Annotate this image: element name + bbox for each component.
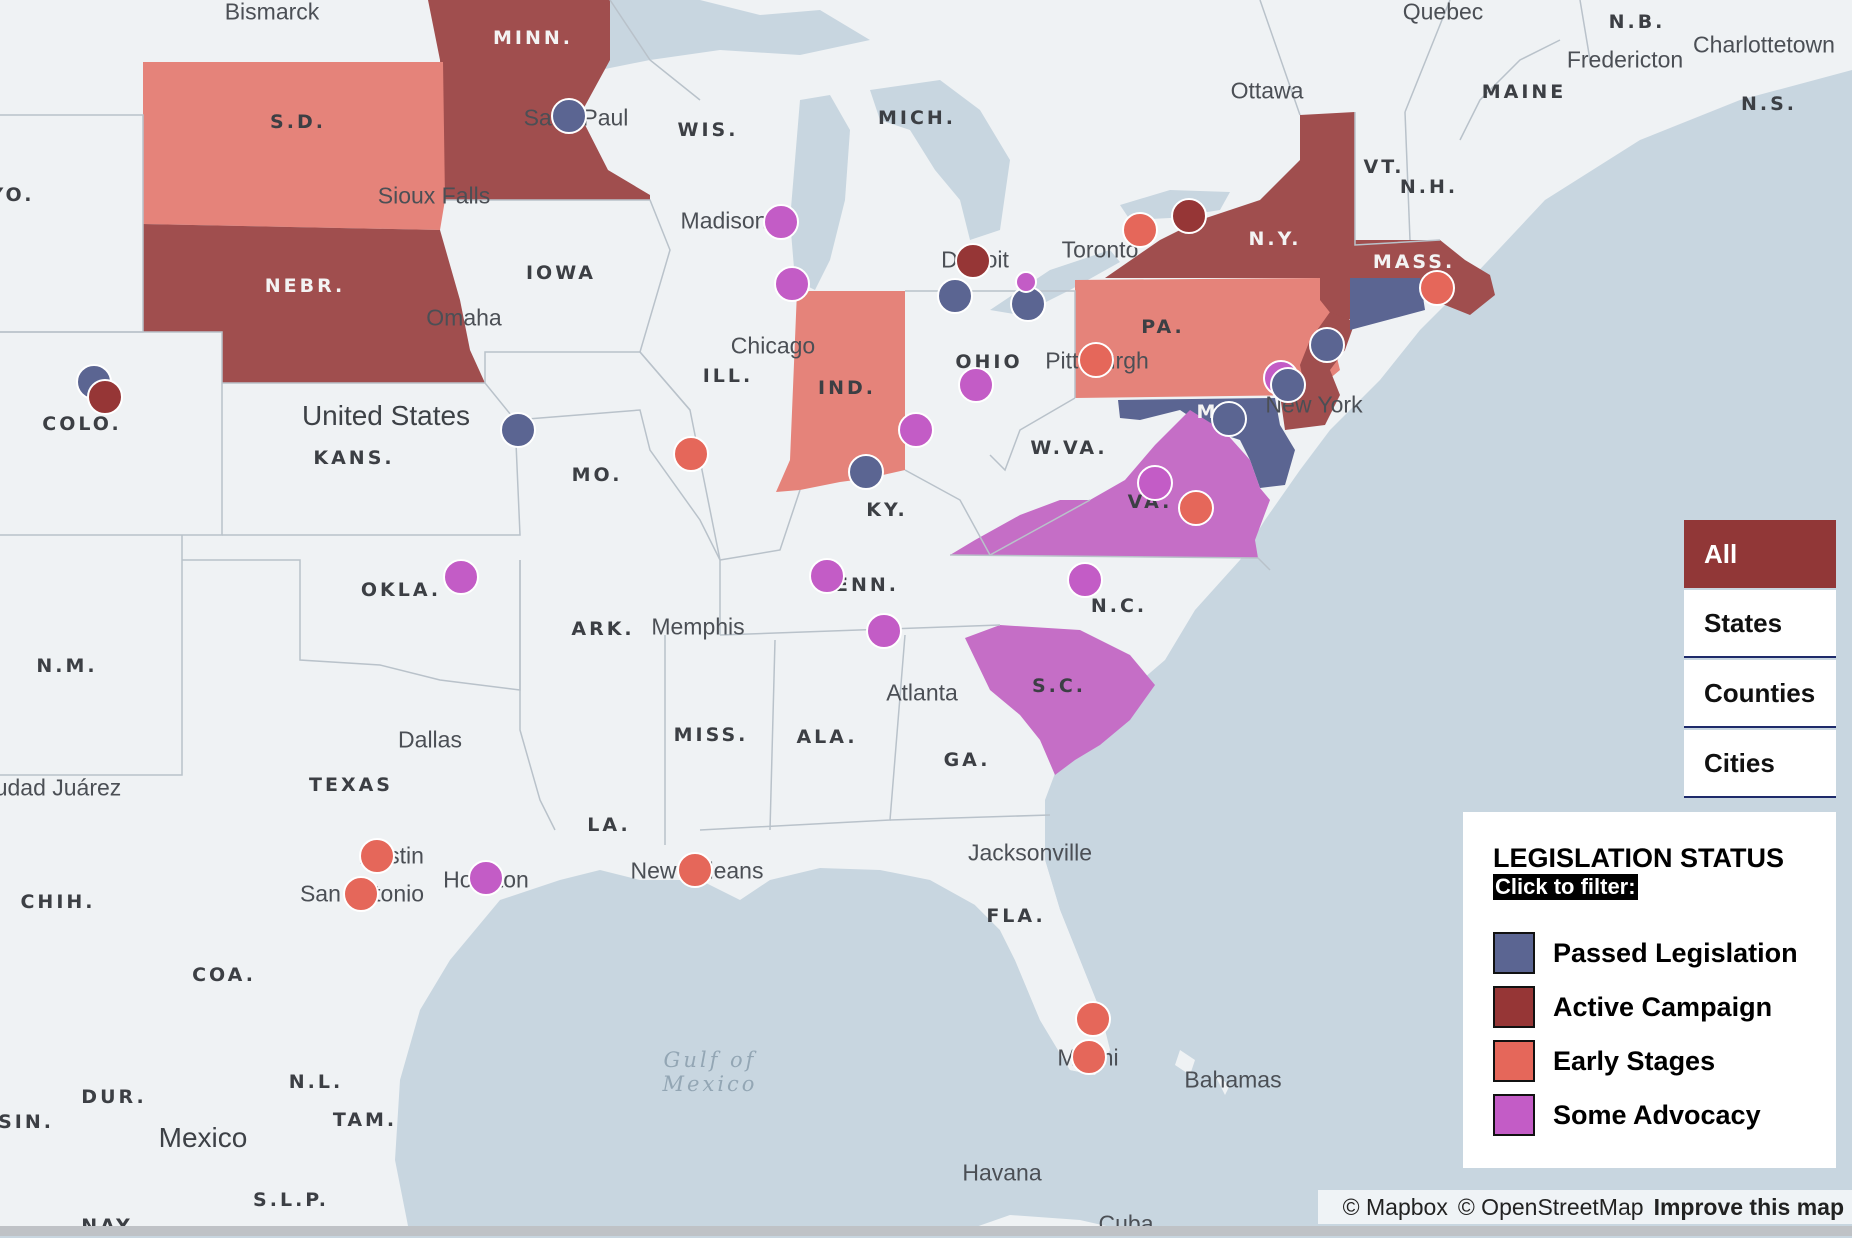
bottom-scrollbar[interactable] [0,1226,1852,1236]
marker-cincinnati[interactable] [898,412,934,448]
marker-houston[interactable] [468,860,504,896]
legend-label-early: Early Stages [1553,1045,1716,1076]
filter-button-states[interactable]: States [1684,590,1836,658]
filter-panel: All States Counties Cities [1684,520,1836,800]
marker-miami[interactable] [1071,1039,1107,1075]
legend-label-passed: Passed Legislation [1553,937,1798,968]
legend-swatch-advocacy [1493,1094,1535,1136]
legend-item-active[interactable]: Active Campaign [1493,980,1836,1034]
state-new-york [1105,112,1365,325]
marker-virginia-north[interactable] [1137,465,1173,501]
marker-saint-paul[interactable] [551,98,587,134]
lake-huron [870,80,1010,240]
marker-fort-lauderdale[interactable] [1075,1001,1111,1037]
marker-san-antonio[interactable] [343,876,379,912]
filter-button-all[interactable]: All [1684,520,1836,588]
marker-austin[interactable] [359,838,395,874]
marker-columbus[interactable] [958,367,994,403]
state-connecticut [1350,278,1425,330]
state-nebraska [143,224,485,383]
marker-st-louis[interactable] [673,436,709,472]
marker-new-orleans[interactable] [677,852,713,888]
marker-chicago-north[interactable] [774,266,810,302]
map-attribution: © Mapbox © OpenStreetMap Improve this ma… [1318,1190,1852,1224]
marker-new-york[interactable] [1270,367,1306,403]
osm-attribution-link[interactable]: © OpenStreetMap [1457,1193,1644,1220]
filter-button-counties[interactable]: Counties [1684,660,1836,728]
legend-items: Passed Legislation Active Campaign Early… [1493,926,1836,1142]
marker-denver-active[interactable] [87,379,123,415]
bahamas-islands [1175,1050,1230,1095]
marker-durham[interactable] [1067,562,1103,598]
marker-pittsburgh[interactable] [1078,342,1114,378]
state-minnesota [428,0,650,200]
marker-detroit-west[interactable] [937,278,973,314]
legend-item-advocacy[interactable]: Some Advocacy [1493,1088,1836,1142]
legend-item-early[interactable]: Early Stages [1493,1034,1836,1088]
marker-ny-north[interactable] [1171,198,1207,234]
legend-label-active: Active Campaign [1553,991,1773,1022]
legend-swatch-active [1493,986,1535,1028]
legend-title: LEGISLATION STATUS [1493,843,1784,873]
lake-michigan [790,95,850,290]
mapbox-attribution-link[interactable]: © Mapbox [1342,1193,1448,1220]
state-indiana [776,291,905,492]
legend-label-advocacy: Some Advocacy [1553,1099,1761,1130]
marker-boston[interactable] [1419,270,1455,306]
state-south-carolina [965,625,1155,775]
marker-ohio-lake-small[interactable] [1015,271,1037,293]
legend-swatch-early [1493,1040,1535,1082]
legend: LEGISLATION STATUS Click to filter: Pass… [1463,812,1836,1168]
legend-swatch-passed [1493,932,1535,974]
state-south-dakota [143,62,445,230]
marker-new-haven[interactable] [1309,327,1345,363]
state-borders [0,0,1591,845]
filter-button-cities[interactable]: Cities [1684,730,1836,798]
legend-item-passed[interactable]: Passed Legislation [1493,926,1836,980]
marker-madison[interactable] [763,204,799,240]
marker-toronto-east[interactable] [1122,212,1158,248]
marker-detroit[interactable] [955,243,991,279]
marker-richmond[interactable] [1178,490,1214,526]
marker-dc[interactable] [1211,401,1247,437]
marker-chattanooga[interactable] [866,613,902,649]
legend-subtitle: Click to filter: [1493,874,1638,900]
marker-kansas-city[interactable] [500,412,536,448]
marker-tulsa[interactable] [443,559,479,595]
improve-map-link[interactable]: Improve this map [1653,1193,1844,1220]
marker-louisville[interactable] [848,454,884,490]
marker-nashville[interactable] [809,558,845,594]
state-maryland [1118,398,1295,488]
lake-superior [560,0,870,70]
